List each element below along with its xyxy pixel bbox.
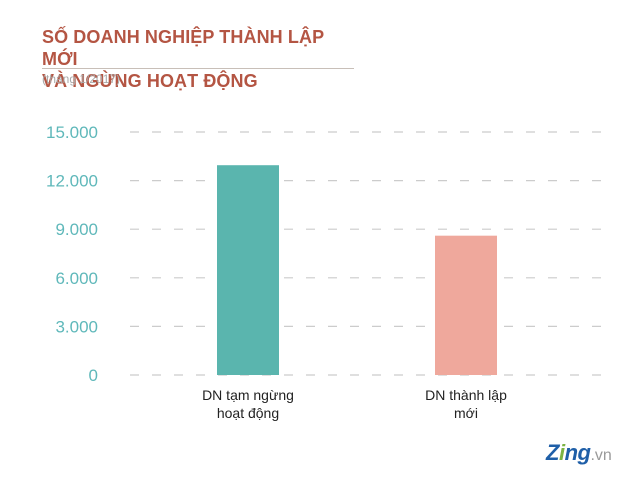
y-axis-ticks: 0 3.000 6.000 9.000 12.000 15.000 [46,123,98,385]
zing-logo-brand: Zing [546,440,591,465]
x-category-label-line: mới [454,405,478,421]
x-axis-categories: DN tạm ngừng hoạt động DN thành lập mới [202,387,507,421]
y-tick-label: 6.000 [55,269,98,288]
gridlines [130,131,612,376]
y-tick-label: 0 [89,366,98,385]
chart-subtitle: (tháng 1/2017) [42,72,121,86]
y-tick-label: 15.000 [46,123,98,142]
y-tick-label: 3.000 [55,317,98,336]
zing-logo-tld: .vn [590,447,612,464]
x-category-label: DN thành lập mới [425,387,507,421]
y-tick-label: 12.000 [46,172,98,191]
bars [217,165,497,375]
bar [217,165,279,375]
bar [435,235,497,375]
y-tick-label: 9.000 [55,220,98,239]
chart-title-line-2: VÀ NGỪNG HOẠT ĐỘNG [42,71,258,91]
chart-title: SỐ DOANH NGHIỆP THÀNH LẬP MỚI VÀ NGỪNG H… [42,26,362,92]
title-divider [42,68,354,69]
chart-title-line-1: SỐ DOANH NGHIỆP THÀNH LẬP MỚI [42,27,324,69]
zing-logo: Zing.vn [546,441,612,468]
x-category-label-line: hoạt động [217,405,279,421]
x-category-label: DN tạm ngừng hoạt động [202,387,294,421]
x-category-label-line: DN tạm ngừng [202,387,294,403]
x-category-label-line: DN thành lập [425,387,507,403]
